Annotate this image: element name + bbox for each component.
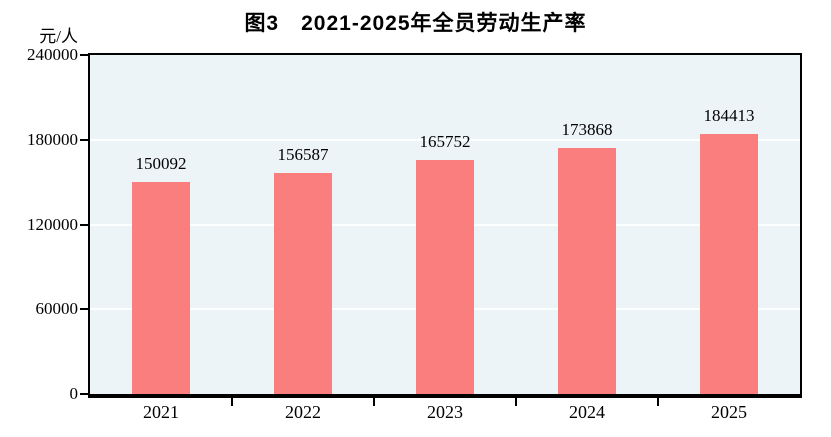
- y-tick-mark: [80, 223, 88, 226]
- y-tick-label: 120000: [27, 214, 78, 234]
- bar: [132, 182, 190, 394]
- y-tick-label: 180000: [27, 129, 78, 149]
- bar: [700, 134, 758, 394]
- bar-value-label: 165752: [419, 132, 471, 151]
- x-tick-label: 2021: [143, 402, 179, 422]
- bar-value-label: 184413: [703, 106, 755, 125]
- bar-value-label: 173868: [561, 120, 613, 139]
- x-tick-label: 2024: [569, 402, 605, 422]
- y-tick-label: 60000: [35, 299, 79, 319]
- x-tick-label: 2023: [427, 402, 463, 422]
- x-tick-label: 2022: [285, 402, 321, 422]
- y-tick-mark: [80, 138, 88, 141]
- bar: [274, 173, 332, 394]
- plot-area: 150092 156587 165752 173868 184413: [88, 53, 802, 398]
- x-tick-mark: [231, 398, 233, 406]
- x-tick-mark: [515, 398, 517, 406]
- gridline: [90, 138, 800, 141]
- bar-value-label: 150092: [135, 154, 187, 173]
- bar: [416, 160, 474, 394]
- bar-value-label: 156587: [277, 145, 329, 164]
- y-tick-mark: [80, 308, 88, 311]
- x-tick-mark: [657, 398, 659, 406]
- y-tick-mark: [80, 393, 88, 395]
- x-tick-mark: [373, 398, 375, 406]
- bar: [558, 148, 616, 394]
- y-axis-unit-label: 元/人: [39, 27, 78, 46]
- y-tick-label: 240000: [27, 45, 78, 64]
- x-tick-label: 2025: [711, 402, 747, 422]
- y-tick-label: 0: [69, 384, 79, 403]
- chart-title: 图3 2021-2025年全员劳动生产率: [244, 12, 587, 35]
- y-tick-mark: [80, 54, 88, 56]
